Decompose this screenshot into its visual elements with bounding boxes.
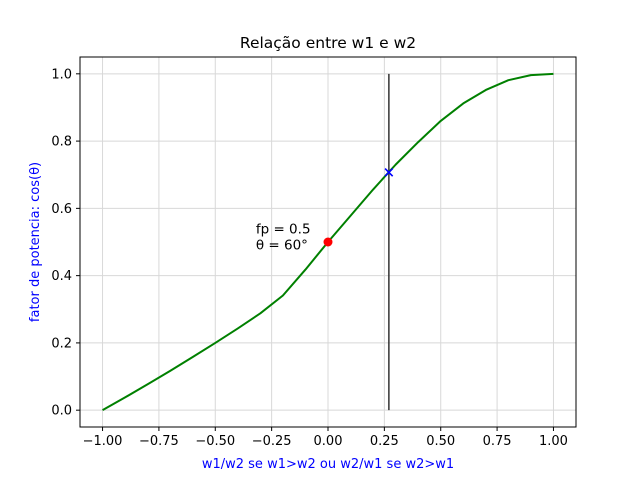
point-marker — [323, 237, 333, 247]
axis-ticks: −1.00 −0.75 −0.50 −0.25 0.00 0.25 0.50 0.75 1.00… — [51, 67, 568, 449]
y-tick-label: 0.0 — [51, 404, 72, 419]
x-tick-label: 0.75 — [483, 434, 512, 449]
annotation-text: fp = 0.5 — [256, 222, 311, 238]
x-tick-label: 0.50 — [426, 434, 455, 449]
x-tick-label: −0.25 — [252, 434, 292, 449]
y-tick-label: 0.6 — [51, 202, 72, 217]
y-tick-label: 1.0 — [51, 67, 72, 82]
x-tick-label: −1.00 — [83, 434, 123, 449]
chart-title: Relação entre w1 e w2 — [240, 34, 416, 52]
cross-marker — [384, 168, 394, 177]
marker-layer — [323, 168, 394, 247]
x-axis-label: w1/w2 se w1>w2 ou w2/w1 se w2>w1 — [202, 457, 454, 472]
x-tick-label: −0.50 — [195, 434, 235, 449]
x-tick-label: 1.00 — [539, 434, 568, 449]
x-tick-label: 0.25 — [370, 434, 399, 449]
y-axis-label: fator de potencia: cos(θ) — [28, 162, 43, 322]
annotation-text: θ = 60° — [256, 237, 308, 253]
x-tick-label: 0.00 — [314, 434, 343, 449]
y-tick-label: 0.2 — [51, 336, 72, 351]
annotation-layer: fp = 0.5θ = 60° — [256, 222, 311, 254]
plot-frame — [79, 56, 577, 428]
y-tick-label: 0.4 — [51, 269, 72, 284]
x-tick-label: −0.75 — [139, 434, 179, 449]
y-tick-label: 0.8 — [51, 135, 72, 150]
